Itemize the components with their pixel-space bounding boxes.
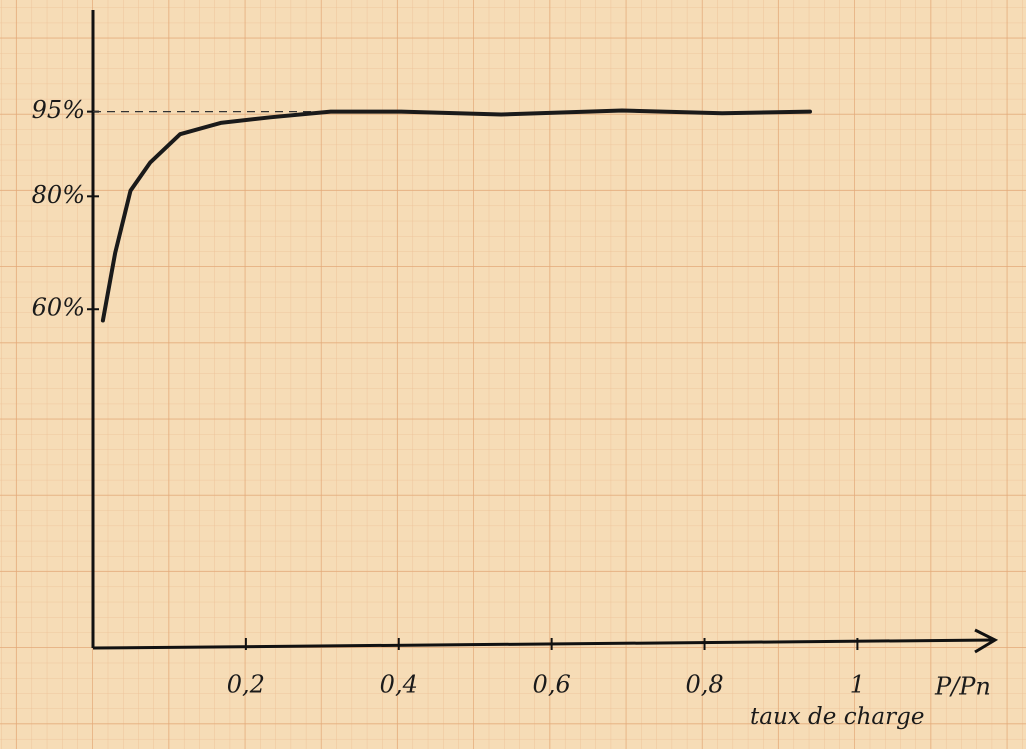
x-tick-label: 0,4 (380, 671, 418, 699)
x-tick-label: 0,8 (685, 671, 723, 699)
x-axis (92, 638, 996, 650)
y-tick-label: 80% (32, 181, 85, 209)
x-axis-arrow (974, 628, 999, 654)
x-tick-label: 0,6 (533, 671, 571, 699)
y-tick-label: 95% (32, 96, 85, 124)
x-tick-label: 1 (850, 671, 865, 699)
efficiency-curve (100, 108, 812, 323)
x-axis-sublabel: taux de charge (750, 704, 924, 730)
x-axis-label: P/Pn (934, 673, 991, 701)
x-tick-label: 0,2 (227, 671, 265, 699)
y-tick-label: 60% (32, 294, 85, 322)
